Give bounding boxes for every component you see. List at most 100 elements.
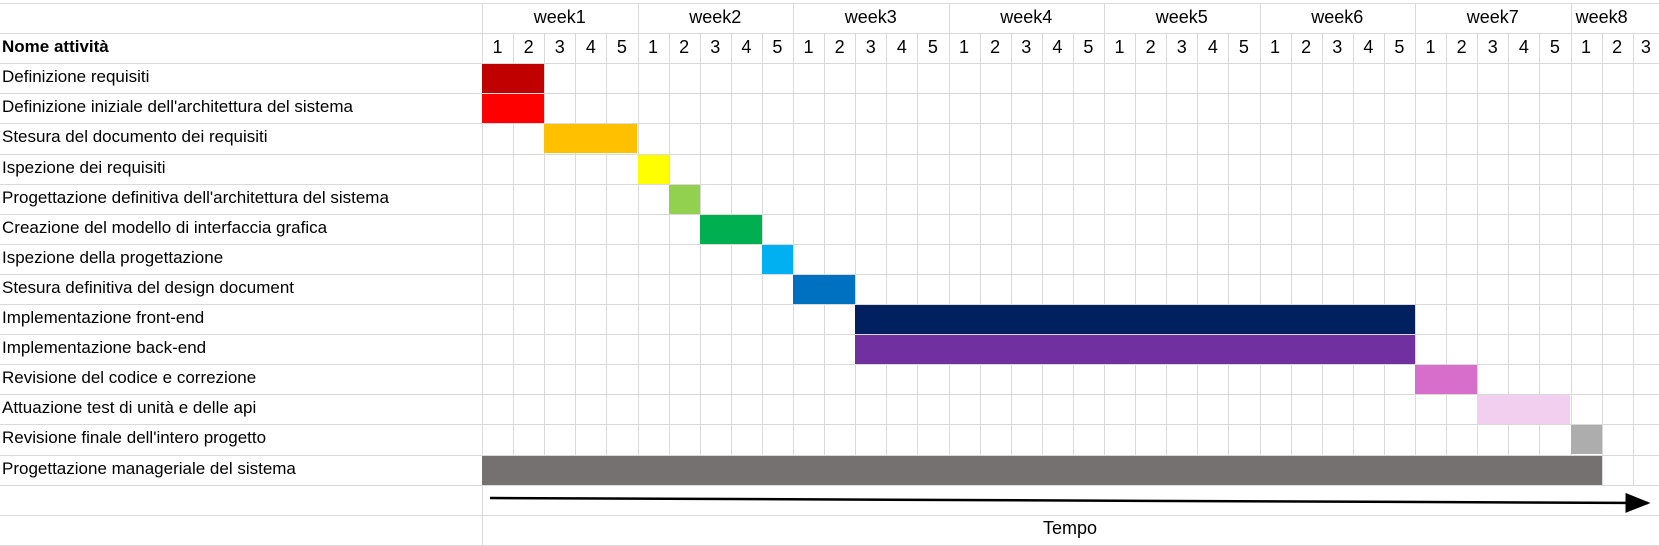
- column-gridline: [1570, 33, 1572, 485]
- day-header-cell[interactable]: 2: [1612, 37, 1623, 58]
- day-header-cell[interactable]: 3: [710, 37, 721, 58]
- task-name-cell[interactable]: Creazione del modello di interfaccia gra…: [2, 217, 328, 237]
- row-gridline: [0, 123, 1659, 125]
- day-header-cell[interactable]: 1: [1425, 37, 1436, 58]
- day-header-cell[interactable]: 5: [1083, 37, 1094, 58]
- day-header-cell[interactable]: 3: [865, 37, 876, 58]
- gantt-bar[interactable]: [637, 154, 669, 184]
- task-name-cell[interactable]: Stesura del documento dei requisiti: [2, 127, 268, 147]
- column-gridline: [855, 33, 857, 485]
- day-header-cell[interactable]: 2: [1301, 37, 1312, 58]
- task-name-cell[interactable]: Revisione finale dell'intero progetto: [2, 428, 267, 448]
- week-header-8[interactable]: week8: [1575, 7, 1628, 27]
- day-header-cell[interactable]: 5: [616, 37, 627, 58]
- day-header-cell[interactable]: 3: [1640, 37, 1651, 58]
- day-header-cell[interactable]: 2: [990, 37, 1001, 58]
- task-name-cell[interactable]: Progettazione definitiva dell'architettu…: [2, 187, 389, 207]
- day-header-cell[interactable]: 1: [492, 37, 503, 58]
- day-header-cell[interactable]: 3: [1021, 37, 1032, 58]
- gantt-bar[interactable]: [482, 455, 1602, 485]
- day-header-cell[interactable]: 4: [896, 37, 907, 58]
- task-name-cell[interactable]: Attuazione test di unità e delle api: [2, 398, 257, 418]
- row-gridline: [0, 63, 1659, 65]
- day-header-cell[interactable]: 2: [523, 37, 534, 58]
- day-header-cell[interactable]: 5: [927, 37, 938, 58]
- column-gridline: [1290, 33, 1292, 485]
- gantt-bar[interactable]: [544, 124, 638, 154]
- column-gridline: [1477, 33, 1479, 485]
- time-axis-label: Tempo: [1042, 518, 1098, 538]
- time-axis-line: [489, 492, 1651, 513]
- gantt-bar[interactable]: [855, 305, 1415, 335]
- day-header-cell[interactable]: 2: [1456, 37, 1467, 58]
- day-header-cell[interactable]: 5: [1238, 37, 1249, 58]
- column-gridline: [1135, 33, 1137, 485]
- day-header-cell[interactable]: 2: [679, 37, 690, 58]
- task-name-cell[interactable]: Progettazione manageriale del sistema: [2, 458, 296, 478]
- day-header-cell[interactable]: 1: [959, 37, 970, 58]
- day-header-cell[interactable]: 4: [585, 37, 596, 58]
- column-gridline: [606, 33, 608, 485]
- week-header-6[interactable]: week6: [1311, 7, 1364, 27]
- day-header-cell[interactable]: 1: [1270, 37, 1281, 58]
- column-gridline: [730, 33, 732, 485]
- row-gridline: [0, 183, 1659, 185]
- task-name-cell[interactable]: Ispezione della progettazione: [2, 247, 224, 267]
- week-header-3[interactable]: week3: [844, 7, 897, 27]
- column-gridline: [886, 33, 888, 485]
- gantt-bar[interactable]: [482, 64, 545, 94]
- row-gridline: [0, 424, 1659, 426]
- day-header-cell[interactable]: 3: [1332, 37, 1343, 58]
- week-header-4[interactable]: week4: [1000, 7, 1053, 27]
- column-gridline: [575, 33, 577, 485]
- task-name-cell[interactable]: Definizione iniziale dell'architettura d…: [2, 97, 353, 117]
- day-header-cell[interactable]: 3: [1176, 37, 1187, 58]
- column-gridline: [793, 33, 794, 485]
- week-header-7[interactable]: week7: [1466, 7, 1519, 27]
- row-gridline: [0, 514, 1659, 516]
- gantt-bar[interactable]: [793, 274, 856, 304]
- task-name-cell[interactable]: Implementazione back-end: [2, 338, 207, 358]
- week-header-1[interactable]: week1: [533, 7, 586, 27]
- day-header-cell[interactable]: 5: [1394, 37, 1405, 58]
- task-name-cell[interactable]: Implementazione front-end: [2, 308, 205, 327]
- day-header-cell[interactable]: 2: [1145, 37, 1156, 58]
- column-gridline: [1259, 33, 1261, 485]
- column-gridline: [979, 33, 981, 485]
- task-name-cell[interactable]: Stesura definitiva del design document: [2, 277, 295, 297]
- gantt-bar[interactable]: [761, 244, 793, 274]
- gantt-bar[interactable]: [1477, 395, 1571, 425]
- week-header-2[interactable]: week2: [689, 7, 742, 27]
- column-gridline: [1041, 33, 1043, 485]
- row-gridline: [0, 33, 1659, 35]
- day-header-cell[interactable]: 4: [741, 37, 752, 58]
- column-gridline: [917, 33, 919, 485]
- gantt-bar[interactable]: [699, 214, 762, 244]
- day-header-cell[interactable]: 3: [554, 37, 565, 58]
- gantt-bar[interactable]: [1570, 425, 1602, 455]
- gantt-bar[interactable]: [1415, 365, 1478, 395]
- task-name-cell[interactable]: Revisione del codice e correzione: [2, 368, 257, 388]
- day-header-cell[interactable]: 3: [1487, 37, 1498, 58]
- day-header-cell[interactable]: 1: [803, 37, 814, 58]
- gantt-bar[interactable]: [482, 94, 545, 124]
- day-header-cell[interactable]: 2: [834, 37, 845, 58]
- gantt-bar[interactable]: [668, 184, 700, 214]
- row-gridline: [0, 213, 1659, 215]
- day-header-cell[interactable]: 4: [1207, 37, 1218, 58]
- day-header-cell[interactable]: 1: [648, 37, 659, 58]
- task-name-cell[interactable]: Ispezione dei requisiti: [2, 157, 166, 177]
- day-header-cell[interactable]: 5: [1549, 37, 1560, 58]
- day-header-cell[interactable]: 1: [1114, 37, 1125, 58]
- gantt-bar[interactable]: [855, 335, 1415, 365]
- task-name-cell[interactable]: Definizione requisiti: [2, 67, 150, 87]
- day-header-cell[interactable]: 1: [1581, 37, 1592, 58]
- task-column-header[interactable]: Nome attività: [2, 37, 109, 57]
- day-header-cell[interactable]: 5: [772, 37, 783, 58]
- day-header-cell[interactable]: 4: [1518, 37, 1529, 58]
- week-header-5[interactable]: week5: [1155, 7, 1208, 27]
- day-header-cell[interactable]: 4: [1363, 37, 1374, 58]
- day-header-cell[interactable]: 4: [1052, 37, 1063, 58]
- row-gridline: [0, 243, 1659, 245]
